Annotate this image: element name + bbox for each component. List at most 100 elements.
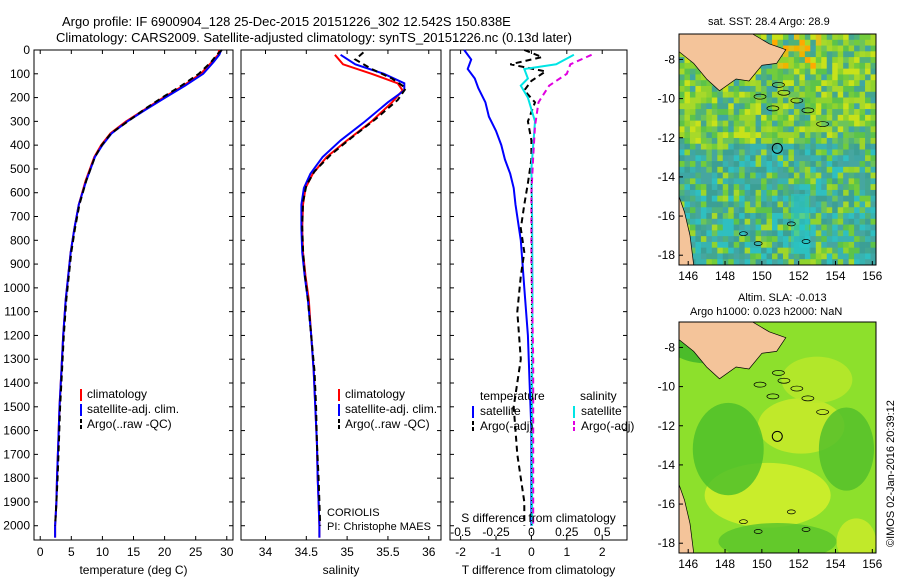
sst-cell bbox=[865, 201, 871, 208]
sst-cell bbox=[810, 39, 817, 46]
sst-cell bbox=[810, 161, 817, 168]
sst-cell bbox=[804, 109, 811, 116]
sst-cell bbox=[832, 172, 839, 179]
sst-cell bbox=[854, 207, 860, 214]
sst-cell bbox=[832, 51, 839, 58]
sst-cell bbox=[711, 184, 718, 191]
sst-cell bbox=[711, 172, 718, 179]
sst-cell bbox=[859, 253, 866, 260]
sst-cell bbox=[728, 149, 735, 156]
sst-cell bbox=[689, 143, 696, 150]
sst-cell bbox=[755, 184, 762, 191]
sst-cell bbox=[722, 218, 729, 225]
sst-cell bbox=[728, 230, 735, 237]
sst-cell bbox=[854, 143, 860, 150]
sst-cell bbox=[826, 114, 833, 122]
sst-cell bbox=[711, 85, 718, 93]
sst-cell bbox=[788, 85, 795, 93]
sst-cell bbox=[826, 34, 833, 41]
sst-cell bbox=[810, 224, 817, 231]
sst-cell bbox=[689, 189, 696, 197]
sst-cell bbox=[755, 149, 762, 156]
sst-cell bbox=[815, 132, 822, 139]
sla-map-ytick-label: -14 bbox=[658, 458, 676, 472]
sst-cell bbox=[689, 236, 696, 243]
sst-cell bbox=[750, 230, 757, 237]
sst-cell bbox=[689, 241, 696, 249]
difference-xtick-label: 0 bbox=[528, 545, 535, 559]
sst-cell bbox=[777, 230, 784, 237]
sst-cell bbox=[793, 166, 800, 173]
sst-cell bbox=[810, 155, 817, 162]
sst-cell bbox=[799, 172, 806, 179]
sst-cell bbox=[854, 247, 860, 254]
sst-cell bbox=[793, 39, 800, 46]
sst-cell bbox=[788, 120, 795, 127]
sst-cell bbox=[793, 97, 800, 104]
salinity-xtick-label: 34 bbox=[259, 545, 273, 559]
sst-cell bbox=[870, 166, 876, 173]
sst-cell bbox=[826, 241, 833, 249]
sst-cell bbox=[777, 178, 784, 185]
sst-cell bbox=[744, 103, 751, 110]
sst-cell bbox=[843, 213, 850, 220]
sst-cell bbox=[689, 230, 696, 237]
sst-cell bbox=[706, 109, 713, 116]
sst-cell bbox=[788, 126, 795, 133]
sst-cell bbox=[755, 155, 762, 162]
sst-cell bbox=[854, 195, 860, 202]
sst-cell bbox=[859, 224, 866, 231]
sst-cell bbox=[848, 253, 855, 260]
difference-s-tick-label: 0 bbox=[528, 525, 535, 539]
sst-cell bbox=[804, 85, 811, 93]
sst-cell bbox=[865, 120, 871, 127]
sst-cell bbox=[799, 120, 806, 127]
sst-cell bbox=[772, 184, 778, 191]
sst-cell bbox=[826, 120, 833, 127]
sst-cell bbox=[837, 137, 844, 145]
sst-cell bbox=[761, 68, 767, 75]
sst-cell bbox=[750, 213, 757, 220]
sst-cell bbox=[766, 155, 773, 162]
sst-cell bbox=[684, 91, 691, 98]
sla-map-xtick-label: 156 bbox=[862, 557, 882, 571]
sst-cell bbox=[700, 241, 707, 249]
sst-cell bbox=[744, 247, 751, 254]
sst-cell bbox=[804, 143, 811, 150]
sst-cell bbox=[815, 253, 822, 260]
sst-cell bbox=[722, 143, 729, 150]
sst-cell bbox=[788, 68, 795, 75]
sst-cell bbox=[788, 161, 795, 168]
sst-cell bbox=[689, 201, 696, 208]
sst-cell bbox=[695, 241, 702, 249]
sst-cell bbox=[679, 172, 685, 179]
sst-cell bbox=[761, 126, 767, 133]
temperature-xtick-label: 30 bbox=[220, 545, 234, 559]
sst-cell bbox=[788, 189, 795, 197]
sst-cell bbox=[766, 126, 773, 133]
sst-cell bbox=[826, 259, 833, 265]
sst-cell bbox=[772, 126, 778, 133]
sst-cell bbox=[782, 51, 789, 58]
sst-cell bbox=[865, 103, 871, 110]
sst-cell bbox=[722, 213, 729, 220]
sst-cell bbox=[772, 62, 778, 70]
sst-cell bbox=[782, 68, 789, 75]
sst-cell bbox=[870, 103, 876, 110]
sst-cell bbox=[689, 161, 696, 168]
sst-cell bbox=[826, 51, 833, 58]
sst-cell bbox=[739, 80, 746, 87]
sst-cell bbox=[782, 253, 789, 260]
sst-cell bbox=[717, 120, 724, 127]
sst-cell bbox=[826, 172, 833, 179]
sst-cell bbox=[728, 218, 735, 225]
temperature-panel: 0 5 10 15 20 25 300100200300400500600700800900… bbox=[3, 43, 233, 577]
sst-cell bbox=[717, 114, 724, 122]
sst-cell bbox=[739, 137, 746, 145]
sst-cell bbox=[700, 213, 707, 220]
sst-cell bbox=[837, 97, 844, 104]
sst-cell bbox=[777, 166, 784, 173]
sst-cell bbox=[799, 51, 806, 58]
sst-cell bbox=[832, 218, 839, 225]
sla-map-reef bbox=[739, 519, 748, 525]
